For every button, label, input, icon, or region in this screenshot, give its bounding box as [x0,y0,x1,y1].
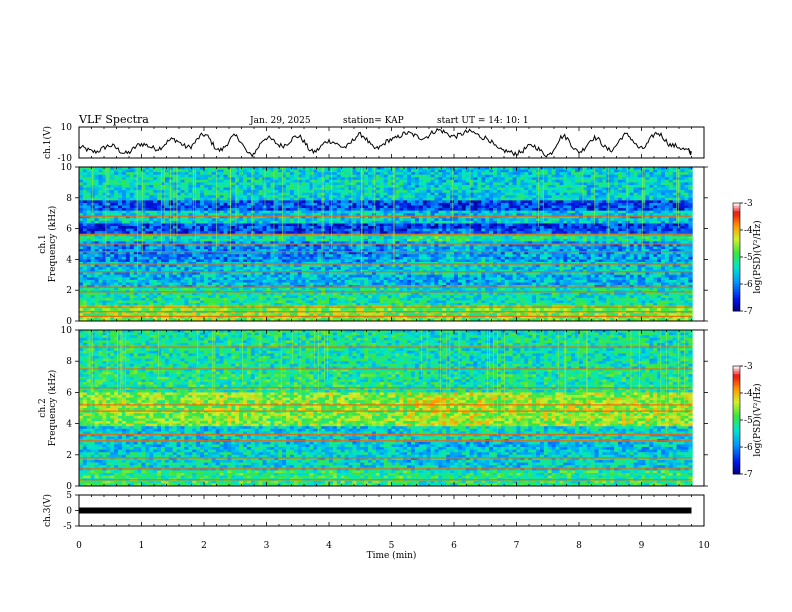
time-tick-label: 6 [451,541,457,551]
time-tick-label: 7 [514,541,520,551]
ch2-freq-tick-label: 6 [66,388,72,398]
ch3-waveform-trace [79,508,692,514]
ch2-colorbar-tick: -7 [744,470,753,480]
ch1-waveform-frame [79,127,704,158]
ch2-spectrogram-cells [79,330,693,486]
ch1-colorbar-tick: -6 [744,280,753,290]
ch1-waveform-trace [79,129,692,157]
time-tick-label: 4 [326,541,332,551]
time-axis: 0 1 2 3 4 5 6 7 8 9 10 Time (min) [76,541,710,561]
station-label: station= KAP [343,116,404,126]
ch1-freq-tick-label: 4 [66,255,72,265]
ch1-colorbar-tick: -3 [744,199,753,209]
ch1-colorbar: -3 -4 -5 -6 -7 log(PSD)(V²/Hz) [733,199,763,317]
ch2-freq-tick-label: 2 [66,451,72,461]
ch3-tick-label: -5 [63,522,72,532]
ch1-colorbar-label: log(PSD)(V²/Hz) [752,220,763,293]
ch2-freq-tick-label: 8 [66,357,72,367]
ch1-freq-ylabel: ch.1Frequency (kHz) [38,206,58,283]
ch3-tick-label: 5 [66,491,72,501]
ch2-freq-tick-label: 10 [61,326,73,336]
ch2-freq-tick-label: 4 [66,420,72,430]
ch1-freq-tick-label: 6 [66,225,72,235]
time-tick-label: 0 [76,541,82,551]
ch2-colorbar-tick: -3 [744,362,753,372]
ch1-freq-tick-label: 2 [66,286,72,296]
ch2-colorbar-tick: -5 [744,416,753,426]
time-tick-label: 2 [201,541,207,551]
ch2-freq-ylabel: ch.2Frequency (kHz) [38,370,58,447]
ch1-colorbar-tick: -4 [744,226,753,236]
ch1-wave-tick-label: 10 [61,123,73,133]
ch1-colorbar-tick: -7 [744,307,753,317]
time-axis-label: Time (min) [367,550,417,561]
time-tick-label: 9 [639,541,645,551]
figure-title: VLF Spectra [78,113,149,126]
ch2-colorbar-tick: -6 [744,443,753,453]
ch1-wave-ylabel: ch.1(V) [42,126,53,159]
start-time-label: start UT = 14: 10: 1 [437,116,529,126]
ch2-colorbar-label: log(PSD)(V²/Hz) [752,383,763,456]
vlf-spectra-figure: VLF Spectra Jan. 29, 2025 station= KAP s… [0,0,792,612]
ch2-colorbar-tick: -4 [744,389,753,399]
time-tick-label: 1 [139,541,145,551]
ch2-colorbar: -3 -4 -5 -6 -7 log(PSD)(V²/Hz) [733,362,763,480]
date-label: Jan. 29, 2025 [249,116,311,126]
ch1-colorbar-tick: -5 [744,253,753,263]
time-tick-label: 5 [389,541,395,551]
ch3-tick-label: 0 [66,507,72,517]
time-tick-label: 8 [576,541,582,551]
time-tick-label: 3 [264,541,270,551]
ch1-freq-tick-label: 8 [66,194,72,204]
ch1-freq-tick-label: 10 [61,163,73,173]
ch3-wave-ylabel: ch.3(V) [42,494,53,527]
ch3-waveform-panel: 5 0 -5 ch.3(V) [42,491,704,532]
time-tick-label: 10 [698,541,710,551]
